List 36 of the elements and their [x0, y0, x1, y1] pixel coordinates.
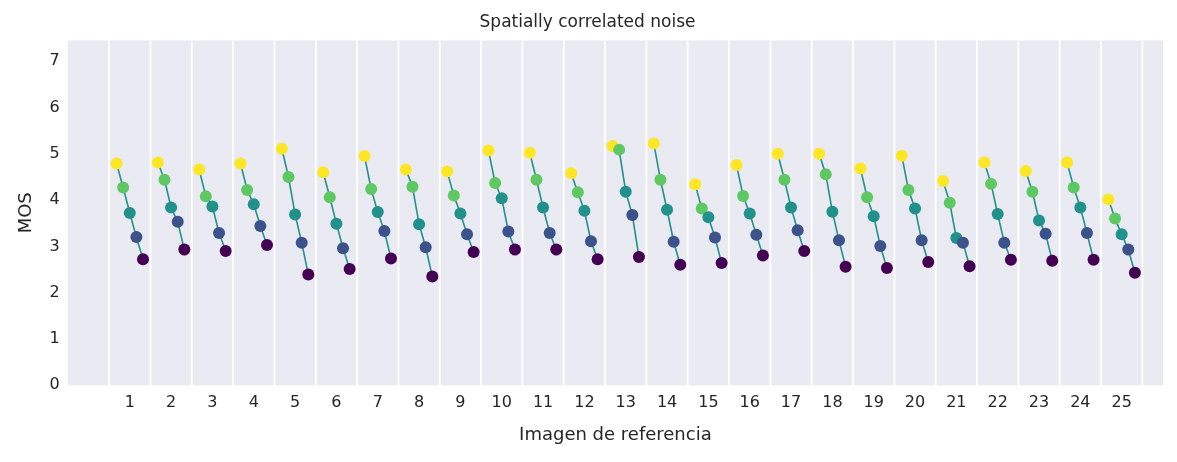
y-tick-label: 2	[49, 281, 60, 301]
x-tick-label: 4	[248, 391, 259, 411]
x-tick-label: 12	[574, 391, 595, 411]
x-tick-label: 8	[413, 391, 425, 411]
x-axis-title: Imagen de referencia	[519, 422, 712, 444]
y-tick-label: 1	[49, 328, 60, 348]
chart-title: Spatially correlated noise	[479, 10, 696, 31]
x-tick-label: 5	[290, 391, 301, 411]
x-tick-label: 25	[1111, 391, 1132, 411]
x-tick-label: 10	[491, 391, 512, 411]
y-tick-label: 5	[49, 142, 60, 162]
x-tick-label: 18	[822, 391, 843, 411]
x-tick-label: 7	[372, 391, 383, 411]
x-tick-label: 23	[1028, 391, 1050, 411]
y-axis-title: MOS	[14, 192, 36, 234]
x-tick-label: 19	[863, 391, 884, 411]
y-tick-label: 6	[49, 96, 60, 116]
x-tick-label: 11	[532, 391, 554, 411]
x-tick-label: 21	[946, 391, 967, 411]
x-tick-label: 16	[739, 391, 760, 411]
y-tick-label: 3	[49, 235, 60, 255]
x-tick-label: 1	[124, 391, 135, 411]
x-tick-label: 6	[331, 391, 342, 411]
x-tick-label: 22	[987, 391, 1008, 411]
x-tick-label: 13	[615, 391, 636, 411]
x-tick-label: 17	[780, 391, 802, 411]
x-tick-label: 15	[698, 391, 719, 411]
x-tick-label: 14	[656, 391, 678, 411]
y-tick-label: 7	[49, 50, 60, 70]
x-tick-label: 24	[1070, 391, 1091, 411]
y-tick-label: 4	[49, 189, 60, 209]
y-tick-label: 0	[49, 374, 60, 394]
x-tick-label: 9	[455, 391, 466, 411]
x-tick-label: 20	[904, 391, 926, 411]
x-tick-label: 3	[207, 391, 218, 411]
x-tick-label: 2	[166, 391, 177, 411]
